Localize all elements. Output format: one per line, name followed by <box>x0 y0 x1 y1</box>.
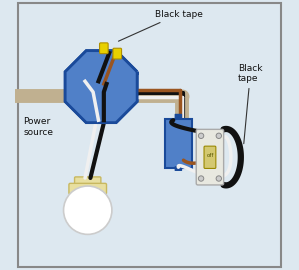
Polygon shape <box>65 51 137 123</box>
FancyBboxPatch shape <box>100 43 108 54</box>
FancyBboxPatch shape <box>196 129 224 185</box>
Text: Power
source: Power source <box>23 117 53 137</box>
FancyBboxPatch shape <box>113 48 122 59</box>
Circle shape <box>64 186 112 234</box>
FancyBboxPatch shape <box>204 146 216 168</box>
FancyBboxPatch shape <box>74 177 101 187</box>
Circle shape <box>199 133 204 139</box>
Circle shape <box>216 133 222 139</box>
Text: Black tape: Black tape <box>118 10 203 41</box>
Circle shape <box>199 176 204 181</box>
Text: off: off <box>206 153 213 158</box>
Circle shape <box>216 176 222 181</box>
FancyBboxPatch shape <box>165 119 192 168</box>
FancyBboxPatch shape <box>175 114 182 119</box>
Polygon shape <box>65 51 137 123</box>
FancyBboxPatch shape <box>69 183 106 194</box>
Text: Black
tape: Black tape <box>238 63 263 144</box>
FancyBboxPatch shape <box>175 166 182 171</box>
